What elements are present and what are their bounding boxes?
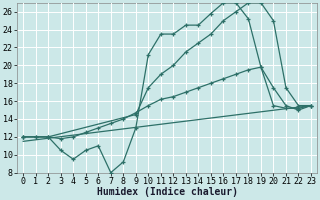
X-axis label: Humidex (Indice chaleur): Humidex (Indice chaleur) — [97, 187, 237, 197]
